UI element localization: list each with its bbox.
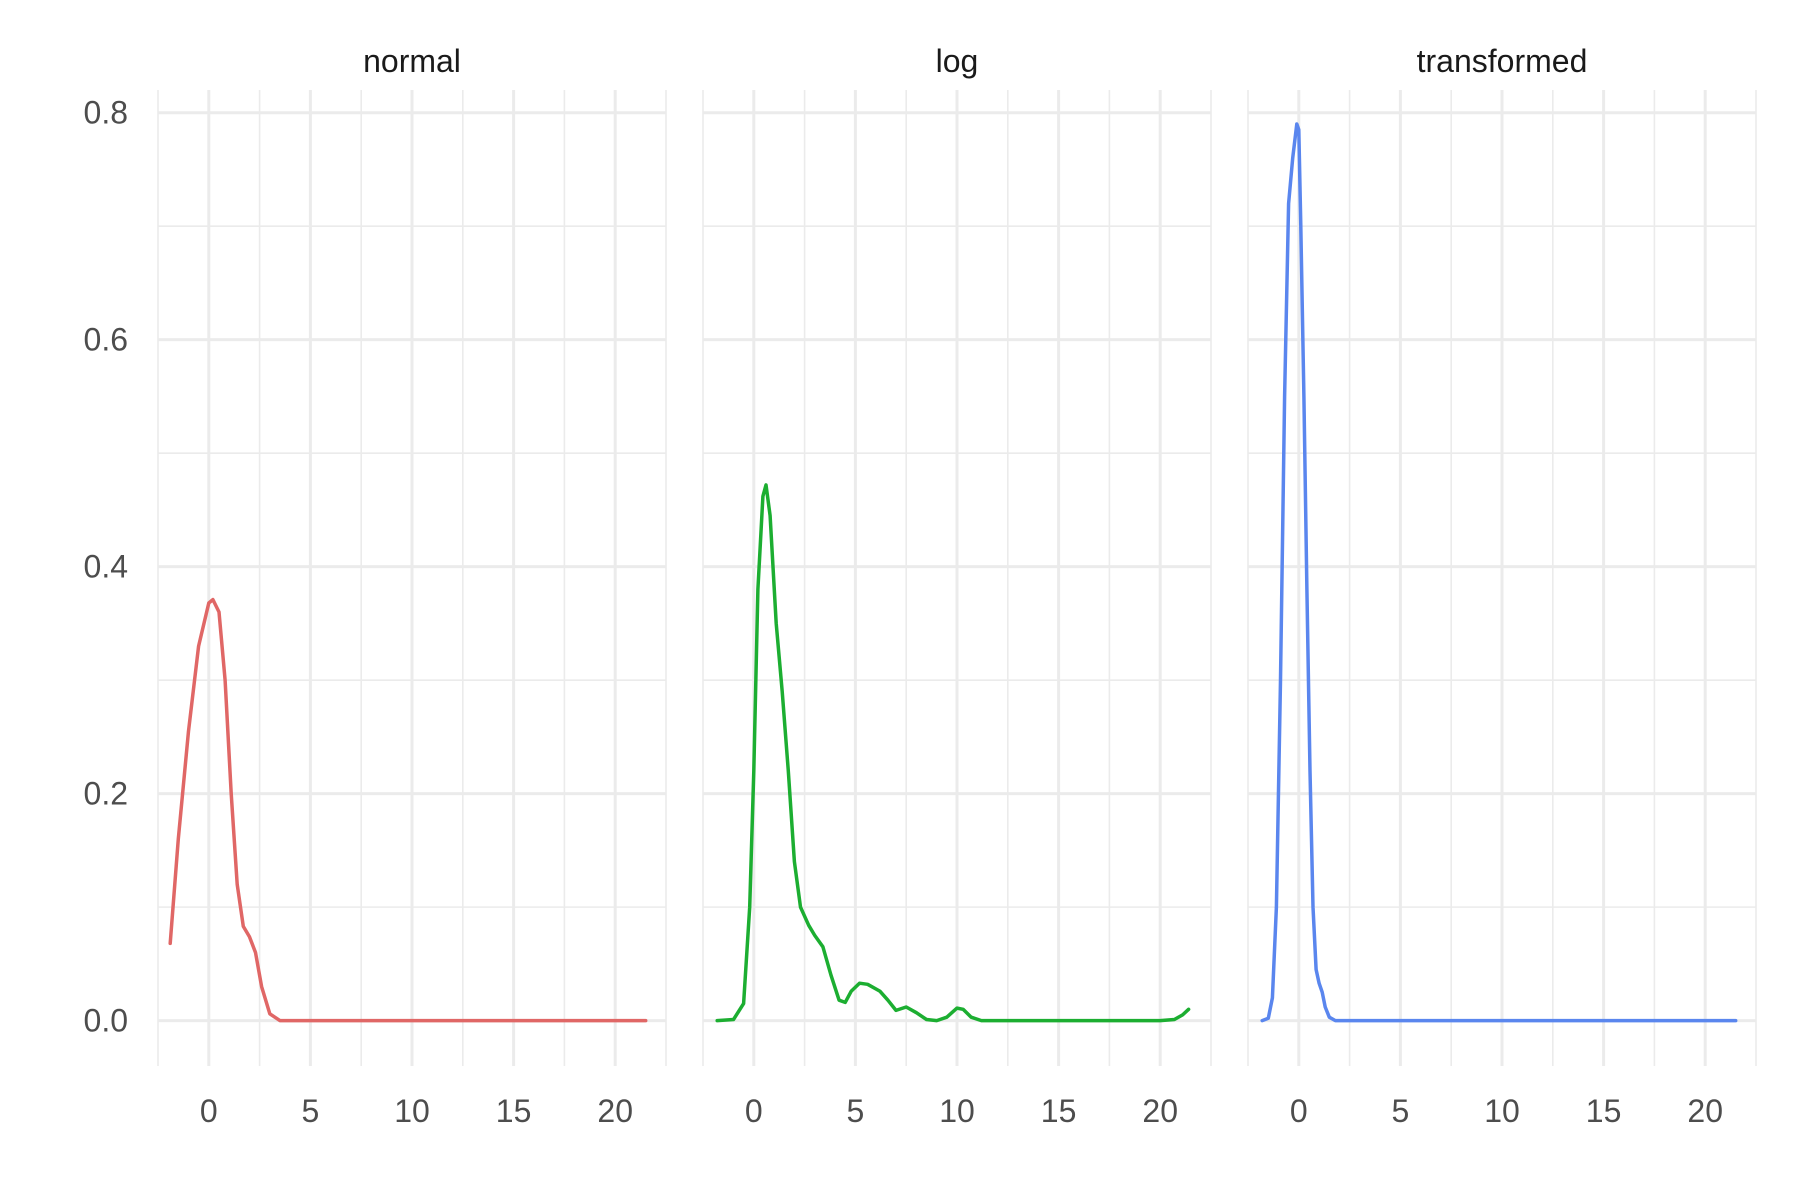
x-tick-label: 15 bbox=[496, 1093, 532, 1129]
density-line-normal bbox=[168, 597, 648, 1023]
y-tick-label: 0.4 bbox=[84, 549, 128, 585]
x-tick-label: 5 bbox=[302, 1093, 320, 1129]
x-tick-label: 10 bbox=[394, 1093, 430, 1129]
y-tick-label: 0.8 bbox=[84, 95, 128, 131]
facet-title: normal bbox=[363, 43, 461, 79]
facet-panel-transformed: transformed 0 5 10 15 20 bbox=[1247, 43, 1757, 1129]
y-tick-label: 0.0 bbox=[84, 1003, 128, 1039]
x-tick-label: 10 bbox=[1484, 1093, 1520, 1129]
x-tick-label: 15 bbox=[1041, 1093, 1077, 1129]
x-tick-label: 20 bbox=[597, 1093, 633, 1129]
x-tick-label: 0 bbox=[200, 1093, 218, 1129]
facet-panel-log: log 0 5 10 15 20 bbox=[702, 43, 1212, 1129]
x-tick-label: 0 bbox=[745, 1093, 763, 1129]
density-line-log bbox=[715, 483, 1191, 1023]
facet-title: log bbox=[936, 43, 979, 79]
x-tick-label: 20 bbox=[1142, 1093, 1178, 1129]
y-tick-label: 0.6 bbox=[84, 322, 128, 358]
density-line-transformed bbox=[1260, 122, 1738, 1023]
x-tick-label: 0 bbox=[1290, 1093, 1308, 1129]
x-tick-label: 10 bbox=[939, 1093, 975, 1129]
x-tick-label: 5 bbox=[1392, 1093, 1410, 1129]
x-tick-label: 5 bbox=[847, 1093, 865, 1129]
facet-panel-normal: normal 0 5 10 15 20 bbox=[157, 43, 667, 1129]
x-tick-label: 15 bbox=[1586, 1093, 1622, 1129]
facet-panels: normal 0 5 10 15 20 log 0 5 10 15 20 transformed 0 5 10… bbox=[157, 43, 1757, 1129]
x-tick-label: 20 bbox=[1687, 1093, 1723, 1129]
y-tick-label: 0.2 bbox=[84, 776, 128, 812]
facet-title: transformed bbox=[1417, 43, 1588, 79]
y-axis: 0.0 0.2 0.4 0.6 0.8 bbox=[84, 95, 128, 1039]
